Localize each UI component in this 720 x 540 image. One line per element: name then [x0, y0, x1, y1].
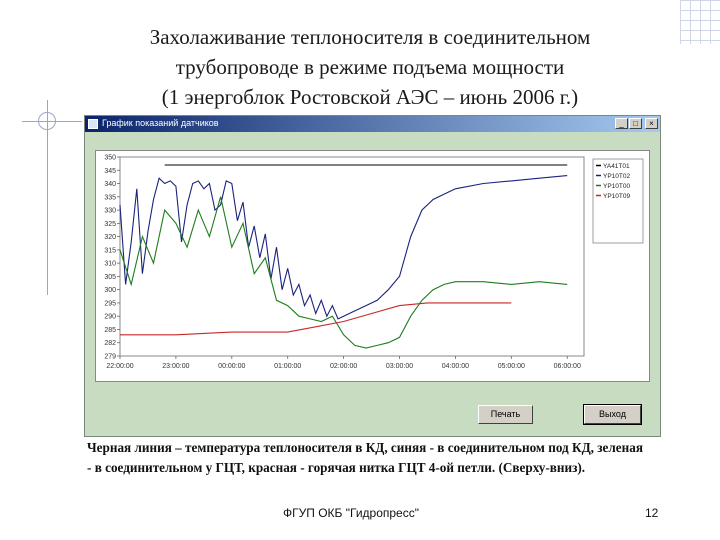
x-tick-label: 01:00:00 [274, 363, 301, 370]
x-tick-label: 04:00:00 [442, 363, 469, 370]
y-tick-label: 290 [104, 314, 116, 321]
legend-entry: YP10T02 [603, 173, 630, 180]
maximize-button[interactable]: □ [629, 118, 642, 129]
sensor-chart-window: График показаний датчиков _ □ × 350 345 34… [84, 115, 661, 437]
window-title: График показаний датчиков [102, 118, 219, 128]
x-tick-label: 05:00:00 [498, 363, 525, 370]
close-button[interactable]: × [645, 118, 658, 129]
x-tick-label: 23:00:00 [162, 363, 189, 370]
page-number: 12 [645, 506, 659, 520]
app-icon [88, 119, 98, 129]
y-tick-label: 279 [104, 354, 116, 361]
y-tick-label: 285 [104, 327, 116, 334]
legend-entry: YA41T01 [603, 163, 630, 170]
exit-button[interactable]: Выход [583, 404, 642, 425]
y-tick-label: 330 [104, 208, 116, 215]
x-tick-label: 00:00:00 [218, 363, 245, 370]
y-tick-label: 315 [104, 247, 116, 254]
decorative-vertical-line [47, 100, 48, 295]
y-tick-label: 310 [104, 261, 116, 268]
y-tick-label: 340 [104, 181, 116, 188]
decorative-circle [38, 112, 56, 130]
x-tick-label: 22:00:00 [106, 363, 133, 370]
slide-title-line: (1 энергоблок Ростовской АЭС – июнь 2006… [161, 85, 579, 109]
slide-title-line: трубопроводе в режиме подъема мощности [175, 55, 565, 79]
series-line-yp10t09 [120, 302, 512, 336]
legend-entry: YP10T09 [603, 193, 630, 200]
y-tick-label: 325 [104, 221, 116, 228]
y-tick-label: 320 [104, 234, 116, 241]
y-tick-label: 305 [104, 274, 116, 281]
slide-title-line: Захолаживание теплоносителя в соединител… [149, 25, 591, 49]
plot-area: 350 345 340 335 330 325 320 315 310 305 300 295 290 2… [95, 150, 650, 382]
y-tick-label: 295 [104, 300, 116, 307]
slide-title: Захолаживание теплоносителя в соединител… [60, 22, 680, 112]
minimize-button[interactable]: _ [615, 118, 628, 129]
plot-frame [119, 156, 585, 357]
y-tick-label: 300 [104, 287, 116, 294]
window-titlebar[interactable]: График показаний датчиков _ □ × [85, 116, 660, 132]
y-tick-label: 335 [104, 194, 116, 201]
legend-box [592, 158, 644, 244]
print-button[interactable]: Печать [478, 405, 533, 424]
y-tick-label: 350 [104, 155, 116, 162]
y-tick-label: 345 [104, 168, 116, 175]
chart-caption: Черная линия – температура теплоносителя… [87, 440, 643, 475]
footer-organization: ФГУП ОКБ "Гидропресс" [283, 506, 419, 520]
legend-entry: YP10T00 [603, 183, 630, 190]
y-tick-label: 282 [104, 340, 116, 347]
x-tick-label: 03:00:00 [386, 363, 413, 370]
decorative-grid [680, 0, 720, 44]
x-tick-label: 06:00:00 [554, 363, 581, 370]
series-line-yp10t00 [119, 196, 568, 349]
x-tick-label: 02:00:00 [330, 363, 357, 370]
sensor-chart: 350 345 340 335 330 325 320 315 310 305 300 295 290 2… [104, 155, 644, 370]
